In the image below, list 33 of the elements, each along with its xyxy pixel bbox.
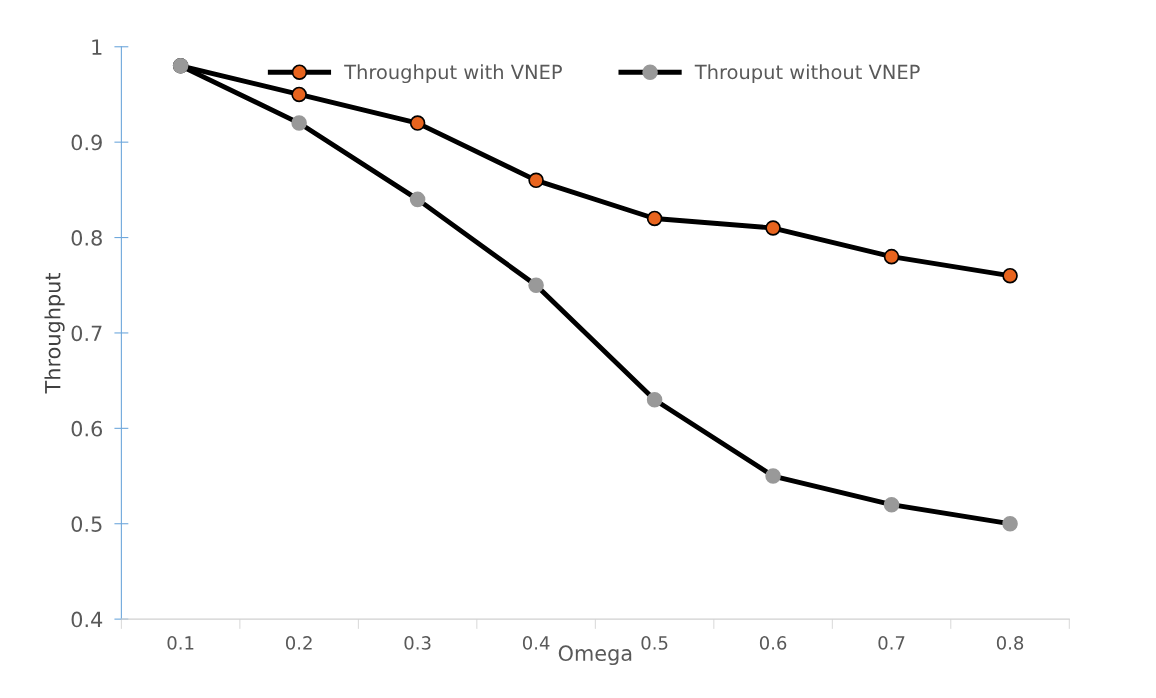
point [528, 277, 544, 294]
x-tick-label: 0.1 [167, 636, 194, 650]
x-tick-label: 0.4 [522, 636, 550, 650]
legend-label: Throuput without VNEP [694, 64, 920, 84]
y-tick-label: 0.9 [71, 134, 102, 151]
x-tick-label: 0.5 [641, 636, 668, 650]
point [883, 496, 900, 513]
x-tick-label: 0.6 [759, 636, 787, 650]
y-tick-label: 1 [92, 39, 102, 55]
point [291, 115, 307, 131]
point [646, 391, 663, 408]
x-axis-title: Omega [558, 645, 632, 666]
point [646, 210, 663, 227]
x-tick-label: 0.8 [996, 636, 1024, 650]
y-tick-label: 0.5 [71, 516, 102, 532]
y-tick-label: 0.8 [71, 230, 102, 246]
point [528, 172, 544, 189]
x-tick-label: 0.3 [404, 636, 431, 650]
point [1002, 267, 1018, 284]
x-tick-label: 0.7 [878, 636, 905, 650]
point [291, 86, 307, 103]
y-axis-title: Throughput [44, 272, 65, 394]
x-tick-label: 0.2 [285, 636, 312, 650]
y-tick-label: 0.4 [71, 611, 103, 628]
point [1002, 515, 1018, 532]
point [409, 115, 426, 131]
point [765, 220, 781, 236]
y-tick-label: 0.6 [71, 420, 103, 437]
y-tick-label: 0.7 [71, 325, 102, 342]
point [883, 248, 900, 265]
point [409, 191, 426, 208]
legend-label: Throughput with VNEP [344, 64, 562, 84]
point [765, 468, 781, 484]
